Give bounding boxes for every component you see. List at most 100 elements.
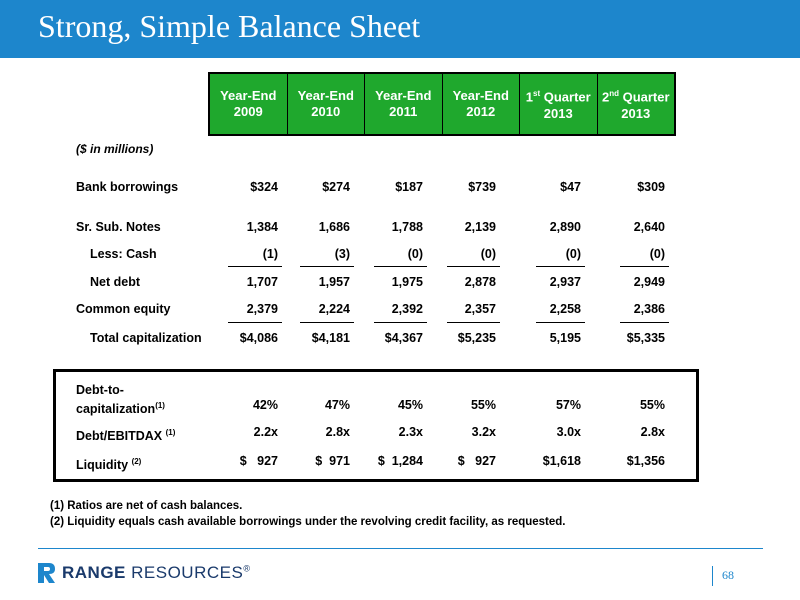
table-cell: (0) — [565, 247, 581, 261]
ratio-cell: 2.8x — [640, 425, 665, 439]
table-cell: (0) — [480, 247, 496, 261]
ratio-label: Debt/EBITDAX (1) — [76, 428, 176, 444]
table-cell: 2,386 — [633, 302, 665, 316]
row-label: Total capitalization — [90, 331, 202, 345]
table-cell: $47 — [560, 180, 581, 194]
ratio-cell: 2.2x — [253, 425, 278, 439]
table-cell: 2,640 — [633, 220, 665, 234]
table-cell: 2,224 — [318, 302, 350, 316]
table-cell: 2,379 — [246, 302, 278, 316]
subtotal-underline — [536, 266, 585, 267]
table-cell: $4,367 — [384, 331, 423, 345]
table-cell: 1,707 — [246, 275, 278, 289]
col-header-q2-2013: 2nd Quarter 2013 — [601, 89, 670, 121]
col-header-2009: Year-End 2009 — [210, 74, 288, 134]
table-cell: $4,086 — [239, 331, 278, 345]
ratio-cell: 47% — [324, 398, 350, 412]
subtotal-underline — [228, 266, 282, 267]
table-cell: 1,384 — [246, 220, 278, 234]
ratios-box — [53, 369, 699, 482]
page-number-separator — [712, 566, 713, 586]
ratio-cell: $1,356 — [626, 454, 665, 468]
title-bar: Strong, Simple Balance Sheet — [0, 0, 800, 58]
ratio-cell: $ 1,284 — [377, 454, 423, 468]
page-number: 68 — [722, 568, 734, 582]
table-cell: $5,335 — [626, 331, 665, 345]
subtotal-underline — [447, 266, 500, 267]
table-cell: 2,949 — [633, 275, 665, 289]
ratio-cell: 57% — [555, 398, 581, 412]
subtotal-underline — [374, 322, 427, 323]
table-cell: 1,957 — [318, 275, 350, 289]
row-label: Bank borrowings — [76, 180, 179, 194]
subtotal-underline — [620, 322, 669, 323]
ratio-cell: 45% — [397, 398, 423, 412]
subtotal-underline — [228, 322, 282, 323]
table-row: Less: Cash (1) (3) (0) (0) (0) (0) — [0, 247, 800, 265]
ratio-cell: 2.8x — [325, 425, 350, 439]
table-cell: $4,181 — [311, 331, 350, 345]
ratio-cell: 3.0x — [556, 425, 581, 439]
table-cell: $5,235 — [457, 331, 496, 345]
col-header-2011: Year-End 2011 — [365, 74, 443, 134]
subtotal-underline — [447, 322, 500, 323]
table-cell: (0) — [649, 247, 665, 261]
table-cell: $324 — [250, 180, 278, 194]
subtotal-underline — [300, 266, 354, 267]
table-cell: (0) — [407, 247, 423, 261]
subtotal-underline — [620, 266, 669, 267]
table-cell: 1,788 — [391, 220, 423, 234]
page-title: Strong, Simple Balance Sheet — [38, 8, 421, 44]
ratio-cell: $ 927 — [239, 454, 278, 468]
table-cell: $274 — [322, 180, 350, 194]
subtotal-underline — [300, 322, 354, 323]
ratio-cell: $1,618 — [542, 454, 581, 468]
ratio-cell: $ 971 — [315, 454, 350, 468]
row-label: Less: Cash — [90, 247, 157, 261]
company-logo: RANGE RESOURCES® — [38, 563, 250, 583]
table-cell: $187 — [395, 180, 423, 194]
table-row: Total capitalization $4,086 $4,181 $4,367 $5… — [0, 331, 800, 349]
table-cell: 2,258 — [549, 302, 581, 316]
ratio-cell: 55% — [639, 398, 665, 412]
footnote-1: (1) Ratios are net of cash balances. — [50, 500, 243, 512]
footer-divider — [38, 548, 763, 549]
col-header-q1-2013: 1st Quarter 2013 — [520, 74, 598, 134]
table-cell: (3) — [334, 247, 350, 261]
ratio-cell: 2.3x — [398, 425, 423, 439]
table-cell: $739 — [468, 180, 496, 194]
table-cell: 2,890 — [549, 220, 581, 234]
table-cell: (1) — [262, 247, 278, 261]
table-cell: $309 — [637, 180, 665, 194]
col-header-2010: Year-End 2010 — [288, 74, 365, 134]
ratio-label: Liquidity (2) — [76, 457, 142, 473]
col-header-2012: Year-End 2012 — [443, 74, 520, 134]
row-label: Sr. Sub. Notes — [76, 220, 161, 234]
table-row: Common equity 2,379 2,224 2,392 2,357 2,258 2,… — [0, 302, 800, 320]
table-cell: 1,975 — [391, 275, 423, 289]
row-label: Net debt — [90, 275, 140, 289]
column-header-row: Year-End 2009 Year-End 2010 Year-End 2011 Y… — [208, 72, 676, 136]
subtotal-underline — [374, 266, 427, 267]
ratio-cell: 3.2x — [471, 425, 496, 439]
logo-wordmark: RANGE RESOURCES® — [62, 563, 251, 582]
table-cell: 2,937 — [549, 275, 581, 289]
table-cell: 2,392 — [391, 302, 423, 316]
table-row: Net debt 1,707 1,957 1,975 2,878 2,937 2,949 — [0, 275, 800, 293]
ratio-label: Debt-to-capitalization(1) — [76, 383, 165, 417]
table-row: Sr. Sub. Notes 1,384 1,686 1,788 2,139 2,890 2… — [0, 220, 800, 238]
table-cell: 2,139 — [464, 220, 496, 234]
range-logo-icon — [38, 563, 55, 583]
ratio-cell: 42% — [252, 398, 278, 412]
ratio-cell: $ 927 — [457, 454, 496, 468]
ratio-cell: 55% — [470, 398, 496, 412]
table-cell: 2,878 — [464, 275, 496, 289]
table-cell: 2,357 — [464, 302, 496, 316]
units-label: ($ in millions) — [76, 142, 154, 156]
row-label: Common equity — [76, 302, 171, 316]
table-cell: 1,686 — [318, 220, 350, 234]
subtotal-underline — [536, 322, 585, 323]
table-row: Bank borrowings $324 $274 $187 $739 $47 $309 — [0, 180, 800, 198]
footnote-2: (2) Liquidity equals cash available borr… — [50, 516, 566, 528]
table-cell: 5,195 — [549, 331, 581, 345]
